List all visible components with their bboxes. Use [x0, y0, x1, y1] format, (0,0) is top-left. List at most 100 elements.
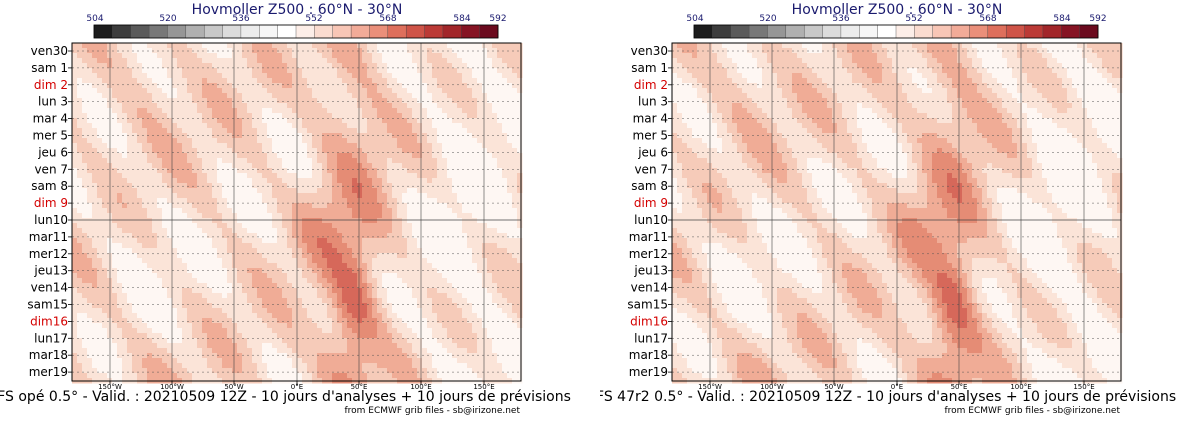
heatmap-cell: [307, 183, 313, 189]
heatmap-cell: [152, 78, 158, 84]
heatmap-cell: [482, 293, 488, 299]
heatmap-cell: [92, 313, 98, 319]
colorbar-swatch: [240, 24, 260, 39]
heatmap-cell: [372, 273, 378, 279]
heatmap-cell: [282, 188, 288, 194]
heatmap-cell: [282, 78, 288, 84]
heatmap-cell: [237, 153, 243, 159]
heatmap-cell: [237, 298, 243, 304]
heatmap-cell: [477, 308, 483, 314]
heatmap-cell: [512, 223, 518, 229]
heatmap-cell: [177, 278, 183, 284]
heatmap-cell: [467, 173, 473, 179]
heatmap-cell: [352, 183, 358, 189]
heatmap-cell: [177, 138, 183, 144]
heatmap-cell: [487, 128, 493, 134]
heatmap-cell: [137, 143, 143, 149]
heatmap-cell: [252, 233, 258, 239]
heatmap-cell: [202, 263, 208, 269]
heatmap-cell: [357, 288, 363, 294]
heatmap-cell: [182, 238, 188, 244]
heatmap-cell: [477, 238, 483, 244]
heatmap-cell: [122, 178, 128, 184]
heatmap-cell: [147, 43, 153, 49]
heatmap-cell: [302, 298, 308, 304]
heatmap-cell: [117, 93, 123, 99]
heatmap-cell: [102, 183, 108, 189]
heatmap-cell: [517, 73, 523, 79]
heatmap-cell: [202, 143, 208, 149]
heatmap-cell: [157, 148, 163, 154]
heatmap-cell: [292, 78, 298, 84]
heatmap-cell: [202, 238, 208, 244]
heatmap-cell: [157, 68, 163, 74]
heatmap-cell: [442, 88, 448, 94]
heatmap-cell: [127, 203, 133, 209]
heatmap-cell: [482, 143, 488, 149]
heatmap-cell: [242, 278, 248, 284]
heatmap-cell: [477, 283, 483, 289]
heatmap-cell: [72, 223, 78, 229]
heatmap-cell: [127, 238, 133, 244]
heatmap-cell: [462, 203, 468, 209]
heatmap-cell: [212, 303, 218, 309]
heatmap-cell: [227, 58, 233, 64]
heatmap-cell: [197, 193, 203, 199]
heatmap-cell: [237, 233, 243, 239]
heatmap-cell: [197, 78, 203, 84]
heatmap-cell: [117, 103, 123, 109]
heatmap-cell: [87, 158, 93, 164]
heatmap-cell: [212, 298, 218, 304]
heatmap-cell: [332, 278, 338, 284]
heatmap-cell: [272, 168, 278, 174]
heatmap-cell: [442, 188, 448, 194]
heatmap-cell: [157, 213, 163, 219]
heatmap-cell: [397, 63, 403, 69]
heatmap-cell: [77, 308, 83, 314]
heatmap-cell: [192, 223, 198, 229]
heatmap-cell: [82, 63, 88, 69]
heatmap-cell: [462, 308, 468, 314]
heatmap-cell: [142, 313, 148, 319]
heatmap-cell: [227, 143, 233, 149]
heatmap-cell: [242, 123, 248, 129]
heatmap-cell: [282, 118, 288, 124]
heatmap-cell: [152, 113, 158, 119]
heatmap-cell: [127, 73, 133, 79]
heatmap-cell: [512, 228, 518, 234]
heatmap-cell: [142, 183, 148, 189]
heatmap-cell: [172, 228, 178, 234]
heatmap-cell: [472, 228, 478, 234]
heatmap-cell: [157, 103, 163, 109]
heatmap-cell: [222, 163, 228, 169]
heatmap-cell: [387, 173, 393, 179]
heatmap-cell: [182, 248, 188, 254]
heatmap-cell: [477, 113, 483, 119]
heatmap-cell: [147, 258, 153, 264]
heatmap-cell: [482, 268, 488, 274]
heatmap-cell: [377, 73, 383, 79]
heatmap-cell: [447, 43, 453, 49]
heatmap-cell: [452, 248, 458, 254]
heatmap-cell: [267, 108, 273, 114]
heatmap-cell: [367, 203, 373, 209]
heatmap-cell: [462, 248, 468, 254]
heatmap-cell: [337, 213, 343, 219]
heatmap-cell: [477, 303, 483, 309]
heatmap-cell: [272, 158, 278, 164]
heatmap-cell: [72, 63, 78, 69]
heatmap-cell: [102, 163, 108, 169]
heatmap-cell: [382, 208, 388, 214]
heatmap-cell: [242, 268, 248, 274]
heatmap-cell: [397, 258, 403, 264]
heatmap-cell: [77, 143, 83, 149]
heatmap-cell: [447, 48, 453, 54]
heatmap-cell: [182, 283, 188, 289]
heatmap-cell: [202, 118, 208, 124]
heatmap-field: [72, 43, 523, 384]
heatmap-cell: [352, 238, 358, 244]
heatmap-cell: [112, 128, 118, 134]
heatmap-cell: [217, 253, 223, 259]
heatmap-cell: [187, 313, 193, 319]
heatmap-cell: [427, 113, 433, 119]
